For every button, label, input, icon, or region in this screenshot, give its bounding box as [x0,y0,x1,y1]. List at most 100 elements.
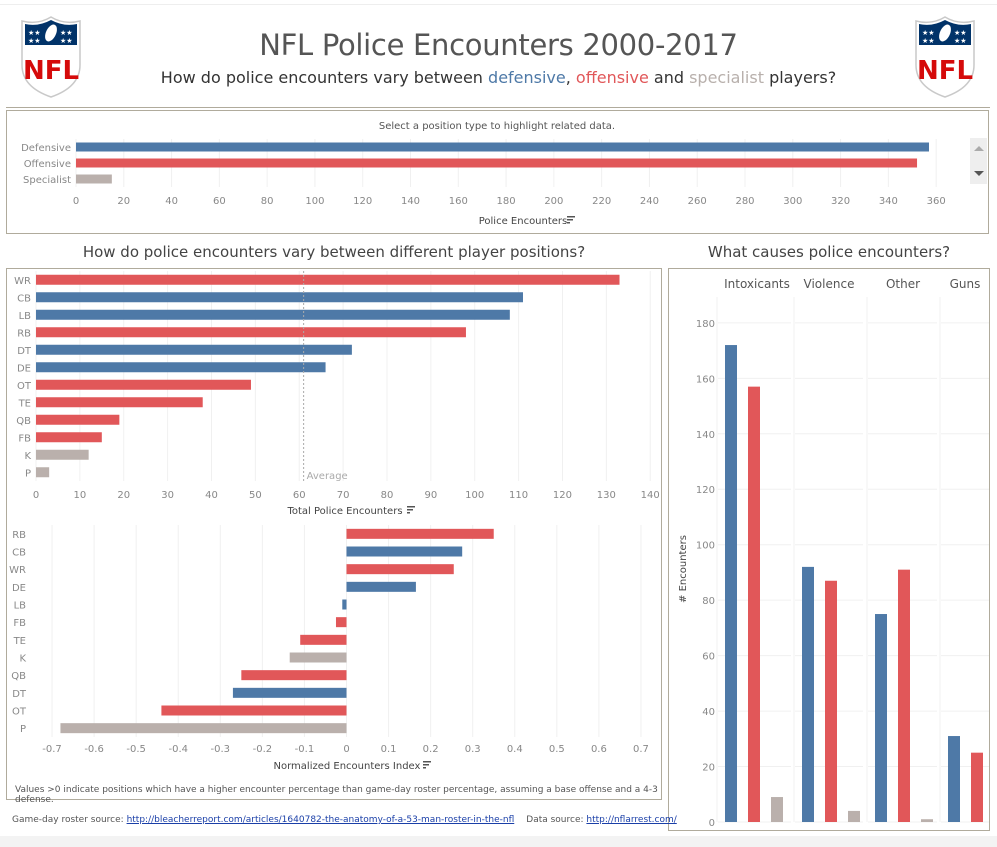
bar-rb [36,327,466,338]
x-tick-label: 100 [305,196,324,207]
normalized-note: Values >0 indicate positions which have … [15,785,658,805]
x-tick-label: 180 [497,196,516,207]
dashboard-subtitle: How do police encounters vary between de… [0,68,997,87]
top-border [0,0,997,5]
bar-wr [36,274,620,285]
y-tick-label: 80 [702,596,715,607]
x-tick-label: 340 [879,196,898,207]
bar-other-offensive [898,569,910,822]
subtitle-and: and [648,68,690,87]
y-tick-label: 160 [696,374,715,385]
sort-icon [423,761,431,769]
y-tick-label: CB [12,548,26,559]
y-tick-label: RB [17,328,31,339]
x-tick-label: -0.6 [84,744,104,755]
svg-text:★★: ★★ [922,29,935,37]
bar-k [289,652,347,663]
y-tick-label: Specialist [23,175,71,186]
bar-wr [346,564,454,575]
x-tick-label: 0 [73,196,79,207]
y-tick-label: 140 [696,430,715,441]
svg-text:★★: ★★ [28,37,41,45]
bar-rb [346,528,494,539]
positions-total-chart: 0 10 20 30 40 50 60 70 80 90 100 110 120 130 140 WR CB LB… [14,271,660,517]
y-tick-label: OT [12,707,27,718]
x-tick-label: 40 [165,196,178,207]
x-tick-label: 20 [117,490,130,501]
y-tick-label: TE [13,636,26,647]
bar-qb [36,414,120,425]
bar-qb [241,670,347,681]
subtitle-specialist: specialist [689,68,764,87]
scrollbar[interactable] [970,138,987,184]
bar-other-specialist [921,819,933,822]
x-tick-label: 110 [509,490,528,501]
y-tick-label: 100 [696,541,715,552]
positions-normalized-chart: -0.7 -0.6 -0.5 -0.4 -0.3 -0.2 -0.1 0 0.1 0.2 0.3 0.… [9,525,649,772]
bar-k [36,449,89,460]
y-tick-label: LB [14,601,27,612]
y-tick-label: OT [17,381,32,392]
bar-guns-offensive [971,752,983,822]
y-tick-label: K [19,654,26,665]
bar-intoxicants-specialist [771,797,783,822]
svg-text:★★: ★★ [922,37,935,45]
bar-specialist [76,174,112,184]
y-tick-label: P [25,468,31,479]
x-tick-label: 0.7 [633,744,649,755]
x-tick-label: 0.4 [507,744,523,755]
y-tick-label: DE [12,583,26,594]
y-tick-label: P [20,724,26,735]
y-tick-label: FB [18,433,31,444]
x-tick-label: 0.3 [465,744,481,755]
bar-de [346,581,416,592]
y-tick-label: Defensive [21,143,71,154]
x-tick-label: 280 [735,196,754,207]
bar-violence-offensive [825,580,837,822]
y-tick-label: DT [12,689,27,700]
bar-cb [346,546,463,557]
y-tick-label: 180 [696,319,715,330]
roster-source-link[interactable]: http://bleacherreport.com/articles/16407… [126,815,515,825]
causes-chart: 0 20 40 60 80 100 120 140 160 180 # Encounters Into… [678,277,989,829]
y-tick-label: 0 [709,818,715,829]
x-tick-label: -0.2 [253,744,273,755]
bar-intoxicants-defensive [725,345,737,822]
x-tick-label: 0.1 [381,744,397,755]
nfl-logo-right: ★★★★★★★★ NFL [915,16,975,98]
roster-source-label: Game-day roster source: [12,815,127,825]
scroll-down-icon[interactable] [974,171,984,176]
x-tick-label: 240 [640,196,659,207]
x-tick-label: -0.5 [126,744,146,755]
y-tick-label: 120 [696,485,715,496]
sort-icon [567,216,575,224]
y-tick-label: QB [16,416,31,427]
svg-text:★★: ★★ [28,29,41,37]
x-tick-label: -0.3 [211,744,231,755]
causes-panel: 0 20 40 60 80 100 120 140 160 180 # Encounters Into… [668,268,990,831]
scroll-up-icon[interactable] [974,146,984,151]
x-axis-title: Police Encounters [479,216,568,227]
svg-text:★★: ★★ [60,29,73,37]
subtitle-suffix: players? [763,68,837,87]
x-tick-label: -0.4 [168,744,188,755]
x-tick-label: 140 [641,490,660,501]
x-tick-label: 260 [688,196,707,207]
x-tick-label: 0 [33,490,39,501]
y-tick-label: LB [19,311,32,322]
subtitle-sep: , [565,68,576,87]
y-tick-label: RB [12,530,26,541]
x-tick-label: 80 [261,196,274,207]
svg-text:★★: ★★ [60,37,73,45]
y-tick-label: K [24,451,31,462]
x-tick-label: 0.5 [549,744,565,755]
positions-panel: 0 10 20 30 40 50 60 70 80 90 100 110 120 130 140 WR CB LB… [6,268,662,805]
svg-text:★★: ★★ [954,29,967,37]
bar-te [36,397,203,408]
data-source-link[interactable]: http://nflarrest.com/ [586,815,677,825]
subtitle-offensive: offensive [575,68,649,87]
sort-icon [407,506,415,514]
y-tick-label: FB [13,618,26,629]
average-label: Average [307,471,348,482]
y-tick-label: DT [17,346,32,357]
